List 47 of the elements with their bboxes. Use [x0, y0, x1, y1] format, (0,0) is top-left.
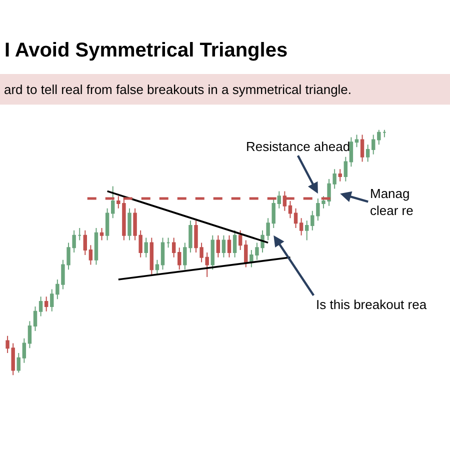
candlestick [160, 237, 165, 270]
candlestick [78, 227, 82, 241]
candlestick [299, 218, 304, 236]
candlestick [88, 244, 93, 266]
candlestick [360, 134, 364, 162]
candlestick [244, 240, 248, 268]
candlestick [155, 259, 160, 276]
candlestick [277, 190, 281, 209]
candlestick [305, 220, 309, 241]
chart-title: I Avoid Symmetrical Triangles [4, 40, 288, 62]
candlestick [105, 208, 110, 241]
candlestick [210, 234, 214, 270]
candlestick [366, 144, 370, 162]
candlestick [144, 237, 148, 258]
candlestick [33, 306, 38, 332]
candlestick [238, 230, 242, 251]
candlestick [372, 134, 376, 155]
candlestick [44, 296, 48, 312]
annotation: Manag clear re [370, 186, 414, 218]
candlestick [338, 168, 342, 182]
annotation: Is this breakout rea [316, 297, 428, 312]
annotation: Resistance ahead [246, 139, 350, 154]
candlestick [166, 237, 170, 248]
candlestick [349, 136, 354, 168]
candlestick [382, 129, 386, 138]
candlestick [150, 237, 154, 276]
candlestick [16, 352, 20, 374]
candlestick [377, 129, 381, 146]
candlestick [222, 234, 226, 258]
candlestick [38, 296, 43, 317]
candlestick [172, 237, 176, 258]
candlestick [344, 156, 348, 182]
chart-subtitle: ard to tell real from false breakouts in a symmetrical triangle. [4, 82, 352, 97]
candlestick [232, 230, 237, 258]
candlestick [216, 234, 220, 258]
candlestick [227, 234, 232, 258]
candlestick [178, 247, 182, 270]
candlestick [83, 230, 87, 256]
candlestick [354, 134, 359, 148]
candlestick [94, 227, 98, 266]
candlestick [28, 320, 32, 349]
candlestick [22, 338, 26, 364]
candlestick [128, 208, 132, 241]
candlestick [111, 186, 115, 219]
candlestick [294, 208, 298, 228]
candlestick [100, 227, 104, 241]
candlestick [50, 288, 54, 312]
